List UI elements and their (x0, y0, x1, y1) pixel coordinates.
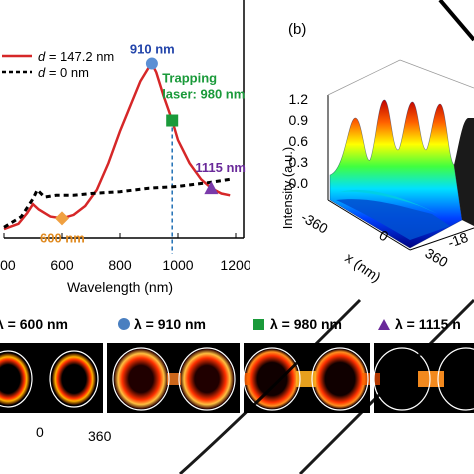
lambda-label-3: λ = 980 nm (253, 316, 342, 332)
x-tick-1000: 1000 (162, 257, 193, 273)
field-image-600nm-svg (0, 350, 99, 408)
z-axis-title: Intensity (a.u.) (280, 147, 295, 229)
field-image-600nm (0, 343, 103, 413)
lambda-label-2: λ = 910 nm (118, 316, 206, 332)
lambda-prefix-1: λ = (0, 316, 16, 332)
surface-peaks (329, 99, 474, 249)
lambda-value-1: 600 nm (19, 316, 68, 332)
legend-label-series-2: d = 0 nm (38, 65, 89, 80)
field-image-910nm-svg (112, 347, 236, 411)
z-tick-0.9: 0.9 (289, 112, 309, 128)
panel-b-label: (b) (288, 21, 306, 38)
x-axis-title: Wavelength (nm) (67, 279, 173, 295)
lambda-label-4: λ = 1115 n (378, 316, 461, 332)
surface-y-tick-partial: -18 (446, 229, 471, 251)
lambda-value-2: 910 nm (157, 316, 206, 332)
legend-label-series-1: d = 147.2 nm (38, 49, 114, 64)
annotation-label-1: 910 nm (130, 42, 175, 57)
x-tick-labels: 400 600 800 1000 1200 (0, 233, 250, 273)
square-marker (166, 114, 179, 127)
bottom-tick-360: 360 (88, 428, 112, 444)
triangle-marker-icon (378, 319, 390, 330)
z-tick-0.6: 0.6 (289, 133, 309, 149)
z-tick-0.0: 0.0 (289, 175, 309, 191)
surface-x-tick-1: -360 (299, 209, 331, 237)
z-tick-labels: 1.2 0.9 0.6 0.3 0.0 (289, 91, 309, 191)
annotation-label-3: 1115 nm (195, 160, 246, 175)
lambda-prefix-4: λ = (395, 316, 419, 332)
lambda-value-3: 980 nm (293, 316, 342, 332)
bottom-tick-0: 0 (36, 424, 44, 440)
z-tick-0.3: 0.3 (289, 154, 309, 170)
lambda-label-1: λ = 600 nm (0, 316, 68, 332)
marker-layer (55, 57, 219, 226)
annotation-label-2-line2: laser: 980 nm (162, 87, 245, 102)
surface-plot: (b) 1.2 0.9 0.6 0.3 0.0 Intensity (a.u.) -36… (280, 21, 474, 285)
surface-x-axis-title: x (nm) (342, 249, 384, 285)
annotation-label-2: Trapping (162, 71, 217, 86)
field-image-980nm (244, 343, 370, 413)
x-tick-1200: 1200 (220, 257, 250, 273)
x-tick-400: 400 (0, 257, 16, 273)
lambda-prefix-2: λ = (134, 316, 158, 332)
chart-axes (4, 0, 245, 239)
circle-marker (145, 57, 158, 70)
circle-marker-icon (118, 318, 130, 330)
field-image-1115nm-svg (374, 347, 474, 411)
field-image-980nm-svg (244, 347, 370, 411)
series-layer (3, 61, 231, 231)
x-tick-800: 800 (108, 257, 132, 273)
diamond-marker (55, 211, 69, 226)
annotation-label-4: 600 nm (40, 230, 85, 245)
z-tick-1.2: 1.2 (289, 91, 309, 107)
square-marker-icon (253, 319, 264, 330)
lambda-prefix-3: λ = (270, 316, 294, 332)
spectrum-chart: 400 600 800 1000 1200 Wavelength (nm) 910 nm… (0, 0, 250, 295)
x-tick-600: 600 (50, 257, 74, 273)
legend: d = 147.2 nm d = 0 nm (2, 49, 114, 80)
lambda-value-4: 1115 n (418, 316, 461, 332)
surface-x-tick-3: 360 (423, 245, 451, 271)
surface-axes (327, 59, 474, 251)
field-image-1115nm (374, 343, 474, 413)
series-line-1 (3, 61, 231, 231)
field-image-910nm (107, 343, 240, 413)
series-line-2 (3, 177, 231, 229)
triangle-marker (204, 181, 219, 195)
